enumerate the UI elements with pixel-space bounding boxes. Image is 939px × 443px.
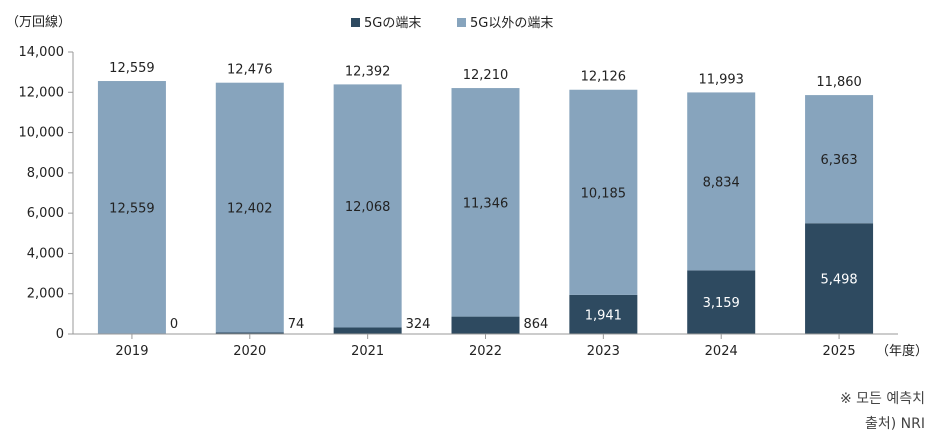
data-label-5g: 3,159 xyxy=(703,296,740,311)
x-tick-label: 2020 xyxy=(233,344,266,359)
total-label: 12,559 xyxy=(109,61,155,76)
total-label: 12,126 xyxy=(581,70,627,85)
bar-non-5g xyxy=(333,84,402,328)
y-tick-label: 14,000 xyxy=(19,45,65,60)
total-label: 11,860 xyxy=(816,75,862,90)
bar-non-5g xyxy=(569,89,638,295)
total-label: 11,993 xyxy=(698,72,744,87)
y-tick-label: 2,000 xyxy=(27,287,64,302)
data-label-5g: 0 xyxy=(170,317,178,332)
y-axis: 0 2,000 4,000 6,000 8,000 10,000 12,000 14,000 xyxy=(19,45,74,342)
source-note: 출처) NRI xyxy=(864,416,925,432)
bars: 12,559 12,559 0 12,476 12,402 74 12,392 12,068 3… xyxy=(97,61,874,335)
x-tick-label: 2025 xyxy=(823,344,856,359)
legend-swatch-5g xyxy=(351,18,360,27)
x-tick-label: 2024 xyxy=(705,344,738,359)
bar-non-5g xyxy=(805,95,874,224)
bar-5g xyxy=(451,316,520,334)
bar-5g xyxy=(333,327,402,334)
legend: 5Gの端末 5G以外の端末 xyxy=(351,16,553,31)
data-label-non-5g: 10,185 xyxy=(581,186,627,201)
y-axis-unit-label: （万回線） xyxy=(6,14,71,30)
x-tick-label: 2021 xyxy=(351,344,384,359)
legend-label-non-5g: 5G以外の端末 xyxy=(470,16,553,31)
bar-non-5g xyxy=(687,92,756,271)
data-label-5g: 74 xyxy=(288,317,305,332)
bar-5g xyxy=(687,270,756,334)
x-axis-unit-label: （年度） xyxy=(876,343,928,359)
y-tick-label: 0 xyxy=(56,327,64,342)
total-label: 12,392 xyxy=(345,64,391,79)
data-label-5g: 324 xyxy=(406,317,431,332)
data-label-non-5g: 11,346 xyxy=(463,196,509,211)
data-label-non-5g: 12,068 xyxy=(345,200,391,215)
y-tick-label: 8,000 xyxy=(27,166,64,181)
data-label-5g: 5,498 xyxy=(820,273,857,288)
bar-non-5g xyxy=(97,81,166,335)
data-label-5g: 864 xyxy=(524,317,549,332)
bar-non-5g xyxy=(215,82,284,333)
y-tick-label: 6,000 xyxy=(27,206,64,221)
y-tick-label: 10,000 xyxy=(19,126,65,141)
data-label-non-5g: 12,402 xyxy=(227,202,273,217)
x-tick-label: 2023 xyxy=(587,344,620,359)
data-label-non-5g: 12,559 xyxy=(109,202,155,217)
total-label: 12,476 xyxy=(227,63,273,78)
data-label-non-5g: 8,834 xyxy=(703,175,740,190)
x-tick-label: 2019 xyxy=(115,344,148,359)
x-tick-label: 2022 xyxy=(469,344,502,359)
legend-swatch-non-5g xyxy=(457,18,466,27)
total-label: 12,210 xyxy=(463,68,509,83)
x-axis: 2019 2020 2021 2022 2023 2024 2025 xyxy=(73,333,898,359)
y-tick-label: 4,000 xyxy=(27,246,64,261)
bar-5g xyxy=(569,294,638,334)
data-label-5g: 1,941 xyxy=(585,308,622,323)
bar-non-5g xyxy=(451,88,520,317)
bar-5g xyxy=(805,223,874,334)
data-label-non-5g: 6,363 xyxy=(820,153,857,168)
bar-5g xyxy=(215,332,284,334)
forecast-note: ※ 모든 예측치 xyxy=(839,391,925,407)
y-tick-label: 12,000 xyxy=(19,85,65,100)
legend-label-5g: 5Gの端末 xyxy=(364,16,421,31)
